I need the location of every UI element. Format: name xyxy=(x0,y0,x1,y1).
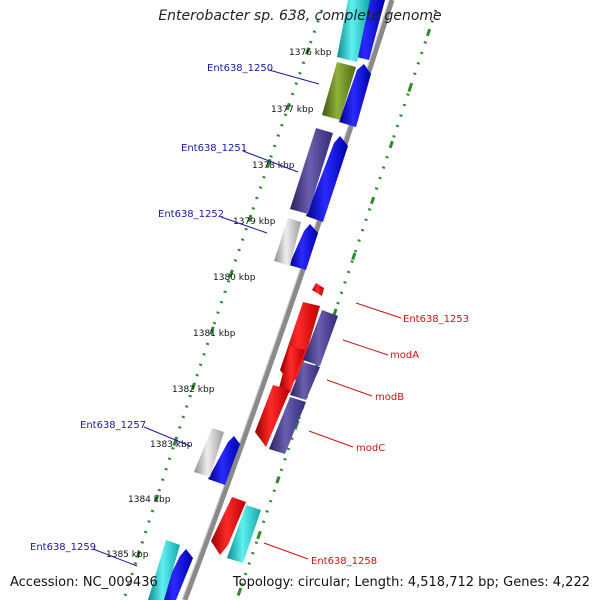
kbp-label-1385: 1385 kbp xyxy=(106,550,149,560)
map-title: Enterobacter sp. 638, complete genome xyxy=(158,8,442,24)
leader-line-1257 xyxy=(143,426,191,447)
kbp-label-1379: 1379 kbp xyxy=(233,217,276,227)
kbp-label-1382: 1382 kbp xyxy=(172,385,215,395)
gene-label-1252[interactable]: Ent638_1252 xyxy=(158,209,224,220)
leader-line-1259 xyxy=(92,548,138,567)
kbp-label-1380: 1380 kbp xyxy=(213,273,256,283)
cds-red-modB xyxy=(279,346,305,393)
cds-cyan-1258 xyxy=(227,505,261,563)
kbp-label-1377: 1377 kbp xyxy=(271,105,314,115)
leader-line-1250 xyxy=(268,69,320,85)
cds-gray-1257 xyxy=(194,428,224,477)
cds-gray-1252 xyxy=(274,218,301,266)
gene-label-modB[interactable]: modB xyxy=(375,392,404,403)
cds-purple-modA xyxy=(303,310,338,366)
genome-summary: Topology: circular; Length: 4,518,712 bp… xyxy=(232,575,590,590)
cds-forward-1252 xyxy=(289,224,318,270)
cds-red-1258 xyxy=(211,497,246,555)
leader-line-1253 xyxy=(355,302,402,319)
cds-cyan-1259 xyxy=(148,540,180,600)
accession-label: Accession: NC_009436 xyxy=(10,575,158,590)
cds-cyan-top xyxy=(337,0,370,62)
cds-red-modC xyxy=(255,385,290,447)
leader-line-1251 xyxy=(242,150,299,173)
cds-forward-1250 xyxy=(339,64,371,127)
kbp-label-1384: 1384 kbp xyxy=(128,495,171,505)
cds-forward-1251 xyxy=(306,136,348,222)
kbp-label-1376: 1376 kbp xyxy=(289,48,332,58)
gene-label-1257[interactable]: Ent638_1257 xyxy=(80,420,146,431)
gene-label-1251[interactable]: Ent638_1251 xyxy=(181,143,247,154)
gene-label-1250[interactable]: Ent638_1250 xyxy=(207,63,273,74)
cds-olive-1250 xyxy=(322,62,356,120)
cds-purple-1251 xyxy=(290,128,333,214)
inner-tick-ring xyxy=(123,9,324,597)
leader-line-modA xyxy=(342,339,389,356)
leader-line-modC xyxy=(308,430,354,448)
leader-line-1252 xyxy=(220,216,268,234)
cds-red-1253 xyxy=(312,283,324,296)
cds-forward-1257 xyxy=(208,436,240,485)
leader-line-modB xyxy=(326,379,373,397)
kbp-label-1383: 1383 kbp xyxy=(150,440,193,450)
gene-label-1258[interactable]: Ent638_1258 xyxy=(311,556,377,567)
kbp-label-1381: 1381 kbp xyxy=(193,329,236,339)
gene-label-1253[interactable]: Ent638_1253 xyxy=(403,314,469,325)
leader-line-1258 xyxy=(263,542,309,560)
gene-label-modC[interactable]: modC xyxy=(356,443,385,454)
gene-label-1259[interactable]: Ent638_1259 xyxy=(30,542,96,553)
kbp-label-1378: 1378 kbp xyxy=(252,161,295,171)
cds-purple-modB xyxy=(290,362,320,400)
gene-label-modA[interactable]: modA xyxy=(390,350,419,361)
cds-purple-modC xyxy=(269,397,306,454)
